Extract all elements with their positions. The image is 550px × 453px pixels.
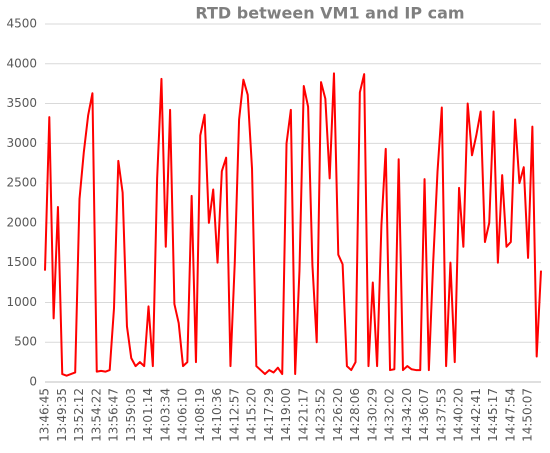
y-tick-label: 1000 (6, 295, 37, 309)
x-tick-label: 14:01:14 (141, 388, 155, 442)
x-tick-label: 14:34:20 (400, 388, 414, 442)
x-tick-label: 14:40:20 (452, 388, 466, 442)
x-tick-label: 13:52:12 (72, 388, 86, 442)
x-tick-label: 13:54:22 (89, 388, 103, 442)
x-tick-label: 13:59:03 (124, 388, 138, 442)
chart-title: RTD between VM1 and IP cam (195, 4, 464, 23)
x-tick-label: 14:17:29 (262, 388, 276, 442)
y-tick-label: 2000 (6, 215, 37, 229)
x-tick-label: 14:06:10 (176, 388, 190, 442)
x-tick-label: 14:19:00 (279, 388, 293, 442)
y-tick-label: 500 (14, 335, 37, 349)
x-tick-label: 14:36:07 (417, 388, 431, 442)
y-tick-label: 3500 (6, 96, 37, 110)
x-tick-label: 14:12:57 (227, 388, 241, 442)
y-tick-label: 1500 (6, 255, 37, 269)
x-tick-label: 13:49:35 (55, 388, 69, 442)
data-line (44, 72, 542, 377)
x-tick-label: 14:26:20 (331, 388, 345, 442)
x-tick-label: 14:32:02 (383, 388, 397, 442)
y-tick-label: 2500 (6, 176, 37, 190)
x-tick-label: 14:23:52 (314, 388, 328, 442)
x-tick-label: 14:37:53 (434, 388, 448, 442)
x-tick-label: 14:50:07 (521, 388, 535, 442)
y-tick-label: 4500 (6, 17, 37, 31)
x-tick-label: 14:21:17 (296, 388, 310, 442)
x-tick-label: 14:08:19 (193, 388, 207, 442)
y-tick-label: 3000 (6, 136, 37, 150)
x-tick-label: 14:15:20 (245, 388, 259, 442)
y-tick-label: 4000 (6, 56, 37, 70)
y-tick-label: 0 (29, 375, 37, 389)
x-tick-label: 13:56:47 (107, 388, 121, 442)
x-tick-label: 14:03:34 (158, 388, 172, 442)
x-tick-label: 14:42:41 (469, 388, 483, 442)
x-tick-label: 14:28:06 (348, 388, 362, 442)
x-tick-label: 14:30:29 (365, 388, 379, 442)
x-tick-label: 13:46:45 (38, 388, 52, 442)
x-tick-label: 14:47:54 (503, 388, 517, 442)
x-tick-label: 14:10:36 (210, 388, 224, 442)
x-tick-label: 14:45:17 (486, 388, 500, 442)
